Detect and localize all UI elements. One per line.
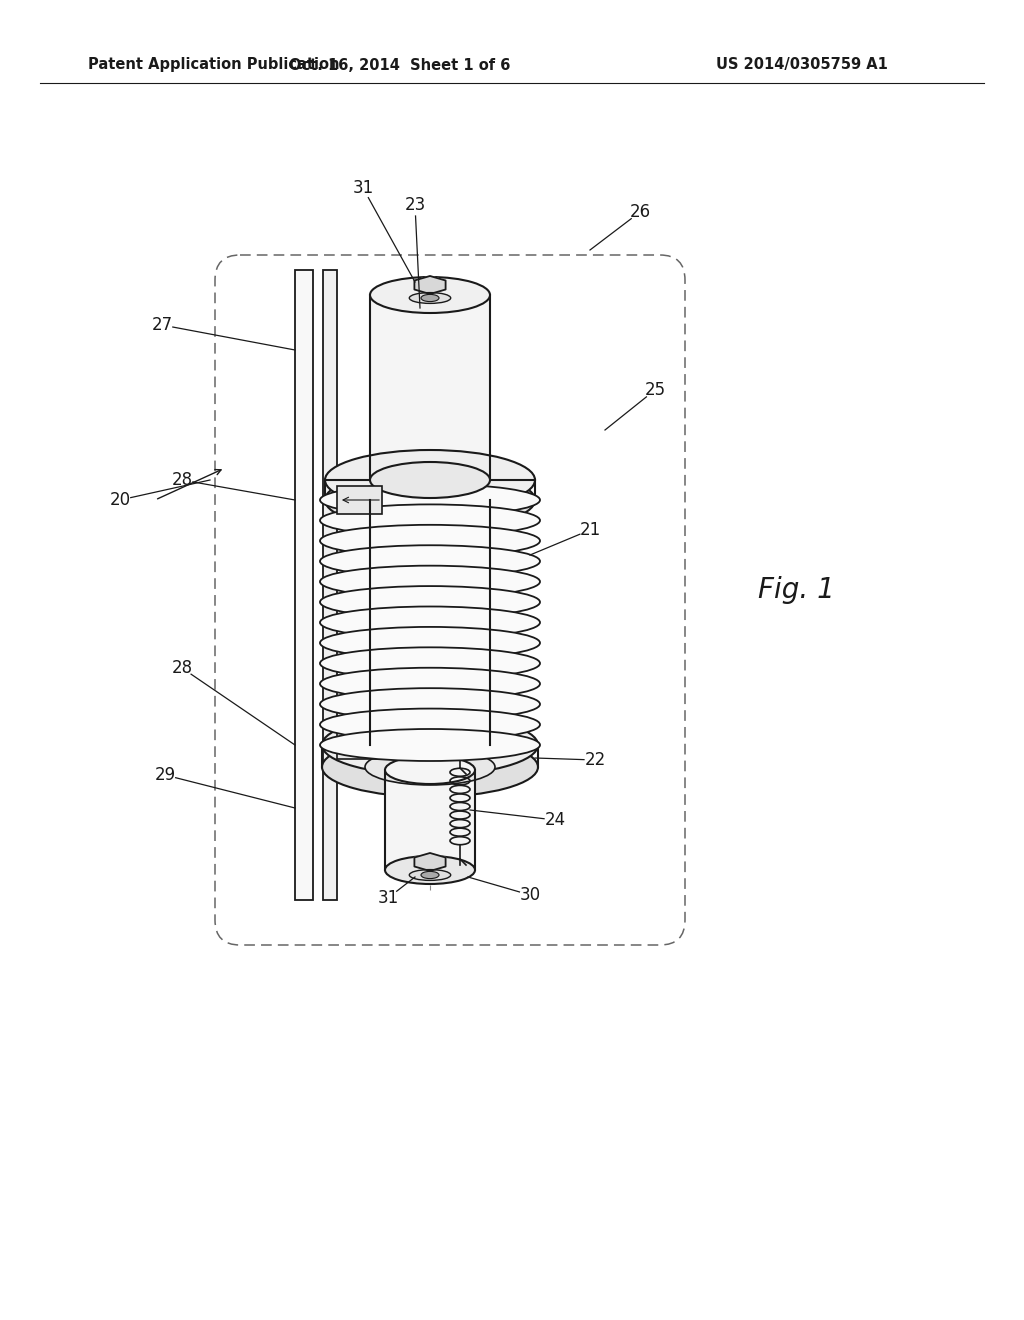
- Ellipse shape: [319, 729, 540, 762]
- Ellipse shape: [319, 709, 540, 741]
- Bar: [385, 770, 475, 870]
- Polygon shape: [415, 853, 445, 871]
- Bar: [370, 294, 490, 480]
- Text: 30: 30: [519, 886, 541, 904]
- Ellipse shape: [385, 855, 475, 884]
- Ellipse shape: [322, 737, 538, 797]
- Text: 20: 20: [110, 491, 131, 510]
- Bar: [337, 486, 382, 513]
- Bar: [337, 731, 382, 759]
- Text: 22: 22: [585, 751, 605, 770]
- Bar: [295, 271, 313, 900]
- Text: Patent Application Publication: Patent Application Publication: [88, 58, 340, 73]
- Text: Oct. 16, 2014  Sheet 1 of 6: Oct. 16, 2014 Sheet 1 of 6: [290, 58, 511, 73]
- Text: 28: 28: [171, 659, 193, 677]
- Text: 31: 31: [352, 180, 374, 197]
- Text: 29: 29: [155, 766, 175, 784]
- Ellipse shape: [421, 294, 439, 301]
- Ellipse shape: [319, 566, 540, 598]
- Ellipse shape: [319, 647, 540, 680]
- Text: Fig. 1: Fig. 1: [758, 576, 835, 605]
- Text: 23: 23: [404, 195, 426, 214]
- Ellipse shape: [319, 668, 540, 700]
- Text: 21: 21: [580, 521, 601, 539]
- Ellipse shape: [319, 627, 540, 659]
- Text: 31: 31: [378, 888, 398, 907]
- Ellipse shape: [410, 870, 451, 880]
- Text: 27: 27: [152, 315, 173, 334]
- Ellipse shape: [319, 606, 540, 639]
- Ellipse shape: [410, 293, 451, 304]
- Bar: [323, 271, 337, 900]
- Text: US 2014/0305759 A1: US 2014/0305759 A1: [716, 58, 888, 73]
- Text: 25: 25: [644, 381, 666, 399]
- Ellipse shape: [370, 462, 490, 498]
- Bar: [370, 500, 490, 744]
- Ellipse shape: [319, 688, 540, 721]
- Ellipse shape: [325, 470, 535, 531]
- Ellipse shape: [319, 484, 540, 516]
- Text: 26: 26: [630, 203, 650, 220]
- Ellipse shape: [322, 715, 538, 775]
- Ellipse shape: [365, 748, 495, 785]
- Ellipse shape: [385, 756, 475, 784]
- Ellipse shape: [421, 871, 439, 879]
- Ellipse shape: [319, 545, 540, 577]
- Text: 28: 28: [171, 471, 193, 488]
- Ellipse shape: [319, 504, 540, 536]
- Ellipse shape: [319, 586, 540, 618]
- Ellipse shape: [325, 450, 535, 510]
- Ellipse shape: [370, 277, 490, 313]
- Text: 24: 24: [545, 810, 565, 829]
- Polygon shape: [415, 276, 445, 294]
- Ellipse shape: [319, 525, 540, 557]
